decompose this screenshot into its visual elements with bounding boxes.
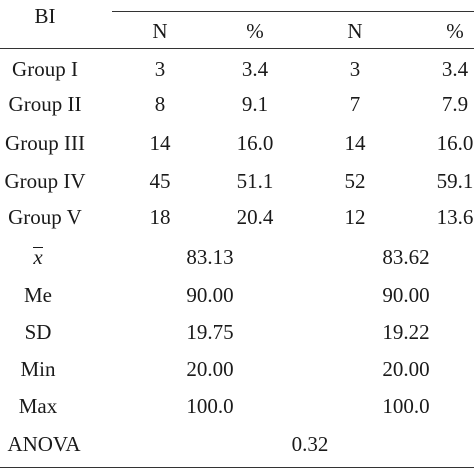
cell-p2: 7.9 — [441, 92, 469, 116]
table-rule-bottom — [0, 467, 474, 468]
cell-p1: 16.0 — [236, 131, 274, 155]
cell-n2: 52 — [344, 169, 366, 193]
cell-p2: 13.6 — [436, 205, 474, 229]
cell-n1: 8 — [154, 92, 166, 116]
stat-value-1: 20.00 — [186, 357, 234, 381]
stat-label: Min — [20, 357, 56, 381]
stat-value-2: 100.0 — [382, 394, 430, 418]
stat-label: SD — [24, 320, 52, 344]
stat-value-2: 90.00 — [382, 283, 430, 307]
stat-value-2: 20.00 — [382, 357, 430, 381]
col-header-pct-2: % — [446, 19, 464, 43]
col-header-pct-1: % — [246, 19, 264, 43]
stat-value-1: 19.75 — [186, 320, 234, 344]
stat-label: Max — [18, 394, 58, 418]
anova-value: 0.32 — [291, 432, 329, 456]
mean-symbol: x — [33, 245, 43, 269]
stat-value-1: 100.0 — [186, 394, 234, 418]
row-label: Group I — [12, 57, 78, 81]
header-rule-top — [112, 11, 474, 12]
stat-label-mean: x — [0, 245, 76, 269]
col-header-n-1: N — [152, 19, 168, 43]
cell-n2: 3 — [349, 57, 361, 81]
row-label: Group V — [8, 205, 82, 229]
cell-p2: 3.4 — [441, 57, 469, 81]
cell-n2: 7 — [349, 92, 361, 116]
cell-n2: 14 — [344, 131, 366, 155]
stub-header: BI — [34, 4, 56, 28]
cell-n1: 14 — [149, 131, 171, 155]
cell-p2: 16.0 — [436, 131, 474, 155]
cell-n1: 3 — [154, 57, 166, 81]
cell-n2: 12 — [344, 205, 366, 229]
row-label: Group III — [5, 131, 85, 155]
cell-n1: 45 — [149, 169, 171, 193]
cell-p1: 3.4 — [241, 57, 269, 81]
cell-p1: 9.1 — [241, 92, 269, 116]
header-rule-bottom — [0, 48, 474, 49]
stat-value-2: 83.62 — [382, 245, 430, 269]
cell-p2: 59.1 — [436, 169, 474, 193]
cell-p1: 51.1 — [236, 169, 274, 193]
col-header-n-2: N — [347, 19, 363, 43]
row-label: Group IV — [4, 169, 86, 193]
row-label: Group II — [8, 92, 82, 116]
stat-value-1: 83.13 — [186, 245, 234, 269]
stat-value-1: 90.00 — [186, 283, 234, 307]
stat-value-2: 19.22 — [382, 320, 430, 344]
anova-label: ANOVA — [7, 432, 81, 456]
stat-label: Me — [24, 283, 52, 307]
cell-p1: 20.4 — [236, 205, 274, 229]
cell-n1: 18 — [149, 205, 171, 229]
